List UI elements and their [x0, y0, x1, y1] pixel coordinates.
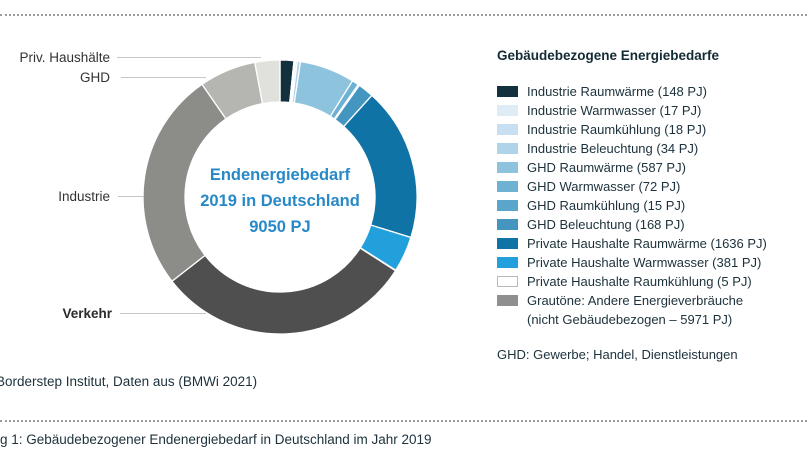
legend-item: Private Haushalte Raumkühlung (5 PJ): [497, 272, 802, 291]
leader-line-ghd: [121, 77, 206, 78]
legend-item-label: GHD Warmwasser (72 PJ): [527, 179, 681, 194]
legend-item-label: Private Haushalte Raumkühlung (5 PJ): [527, 274, 752, 289]
legend-item-label: Grautöne: Andere Energieverbräuche: [527, 293, 744, 308]
legend-swatch: [497, 219, 518, 230]
legend-item: Private Haushalte Warmwasser (381 PJ): [497, 253, 802, 272]
leader-line-industry: [118, 196, 144, 197]
donut-segment: [171, 247, 397, 335]
figure-caption: g 1: Gebäudebezogener Endenergiebedarf i…: [0, 432, 432, 447]
legend-swatch: [497, 162, 518, 173]
legend-swatch: [497, 200, 518, 211]
legend-item-label: GHD Raumkühlung (15 PJ): [527, 198, 686, 213]
legend-swatch: [497, 124, 518, 135]
donut-center-title: Endenergiebedarf 2019 in Deutschland 905…: [160, 162, 400, 240]
legend-item-label: Industrie Raumwärme (148 PJ): [527, 84, 707, 99]
legend-item: Industrie Raumkühlung (18 PJ): [497, 120, 802, 139]
legend-title: Gebäudebezogene Energiebedarfe: [497, 48, 720, 63]
sector-label-industry: Industrie: [58, 189, 110, 204]
legend-item: GHD Warmwasser (72 PJ): [497, 177, 802, 196]
legend-item-label: Industrie Warmwasser (17 PJ): [527, 103, 702, 118]
dotted-divider-bottom: [0, 420, 807, 422]
legend-item: GHD Beleuchtung (168 PJ): [497, 215, 802, 234]
sector-label-private-households: Priv. Haushälte: [19, 50, 110, 65]
legend-item: Industrie Raumwärme (148 PJ): [497, 82, 802, 101]
legend-item-label: Private Haushalte Warmwasser (381 PJ): [527, 255, 762, 270]
legend-item: Grautöne: Andere Energieverbräuche: [497, 291, 802, 310]
legend-abbreviation-note: GHD: Gewerbe; Handel, Dienstleistungen: [497, 347, 738, 362]
legend-swatch: [497, 105, 518, 116]
legend-swatch: [497, 276, 518, 287]
legend-item-label: GHD Raumwärme (587 PJ): [527, 160, 686, 175]
legend-item-label: Private Haushalte Raumwärme (1636 PJ): [527, 236, 767, 251]
leader-line-transport: [120, 313, 206, 314]
dotted-divider-top: [0, 14, 807, 16]
legend-swatch: [497, 238, 518, 249]
legend-items: Industrie Raumwärme (148 PJ) Industrie Wa…: [497, 82, 802, 329]
legend-item: GHD Raumwärme (587 PJ): [497, 158, 802, 177]
legend-swatch: [497, 295, 518, 306]
legend-item-label-continued: (nicht Gebäudebezogen – 5971 PJ): [527, 312, 733, 327]
legend-item-label: Industrie Beleuchtung (34 PJ): [527, 141, 699, 156]
legend-swatch: [497, 181, 518, 192]
sector-label-ghd: GHD: [80, 70, 110, 85]
legend-item-label: GHD Beleuchtung (168 PJ): [527, 217, 685, 232]
legend-item: Industrie Beleuchtung (34 PJ): [497, 139, 802, 158]
legend-item: GHD Raumkühlung (15 PJ): [497, 196, 802, 215]
donut-center-line3: 9050 PJ: [249, 218, 311, 236]
sector-label-transport: Verkehr: [62, 306, 112, 321]
donut-center-line1: Endenergiebedarf: [209, 166, 351, 184]
source-note: Borderstep Institut, Daten aus (BMWi 202…: [0, 374, 258, 389]
legend-swatch: [497, 257, 518, 268]
legend-item-label: Industrie Raumkühlung (18 PJ): [527, 122, 707, 137]
donut-segment: [253, 59, 281, 105]
legend-swatch: [497, 86, 518, 97]
donut-center-line2: 2019 in Deutschland: [200, 192, 360, 210]
leader-line-private-households: [117, 57, 261, 58]
legend-swatch: [497, 143, 518, 154]
legend-item: Industrie Warmwasser (17 PJ): [497, 101, 802, 120]
legend-item: Private Haushalte Raumwärme (1636 PJ): [497, 234, 802, 253]
